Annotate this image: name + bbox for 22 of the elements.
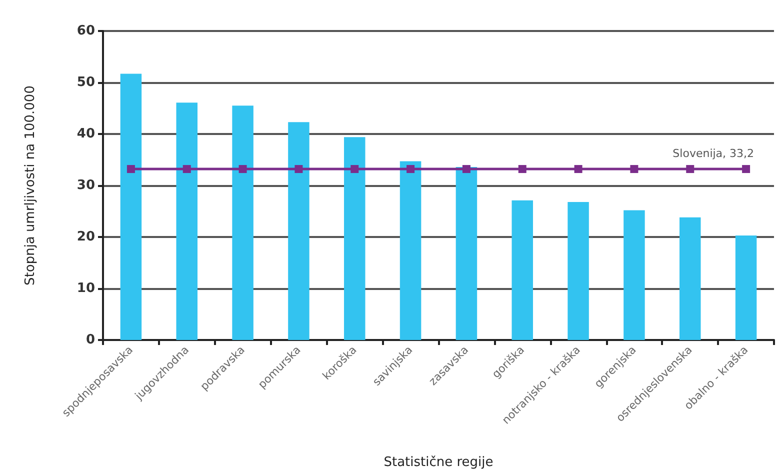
bar xyxy=(344,137,366,340)
y-tick-label: 20 xyxy=(76,230,95,244)
data-label: Slovenija, 33,2 xyxy=(672,147,754,160)
y-tick-label: 10 xyxy=(76,281,95,296)
bar xyxy=(624,210,645,340)
bar xyxy=(176,102,198,340)
bar xyxy=(735,235,757,340)
bar xyxy=(512,200,533,340)
y-tick-label: 0 xyxy=(86,332,95,348)
y-tick-label: 30 xyxy=(76,178,95,193)
bar xyxy=(232,106,254,340)
y-tick-label: 50 xyxy=(76,75,95,90)
bar xyxy=(456,166,478,340)
bar xyxy=(680,217,701,340)
y-tick-label: 40 xyxy=(76,126,95,142)
x-axis-title: Statistične regije xyxy=(384,455,494,470)
bar xyxy=(120,74,142,340)
bar xyxy=(568,202,589,340)
y-axis-title: Stopnja umrljivosti na 100.000 xyxy=(23,86,38,286)
bar xyxy=(400,161,422,340)
bar xyxy=(288,122,310,340)
y-tick-label: 60 xyxy=(76,24,95,38)
